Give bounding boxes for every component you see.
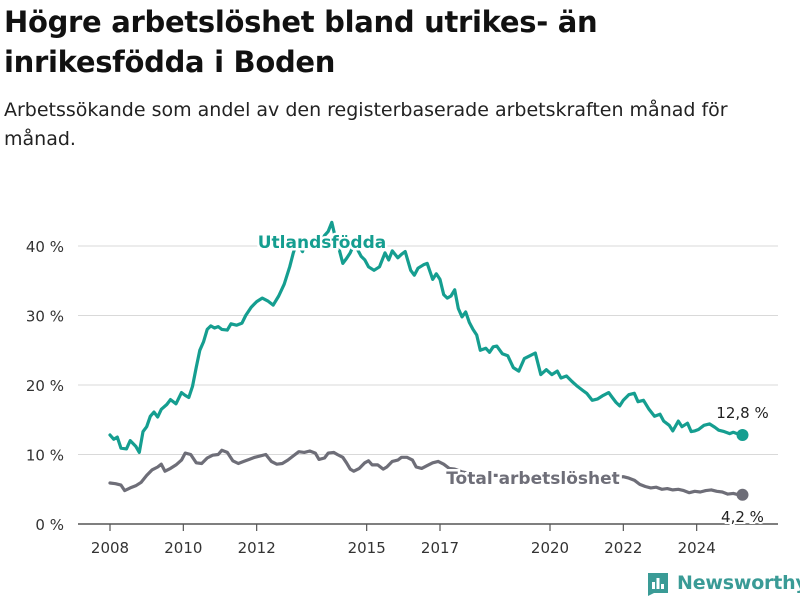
y-tick-label: 10 %	[26, 447, 64, 465]
x-tick-label: 2017	[421, 539, 459, 557]
newsworthy-logo-icon	[648, 573, 668, 596]
newsworthy-logo: Newsworthy	[645, 570, 800, 596]
utlandsfodda-end-point	[736, 429, 749, 442]
x-tick-label: 2020	[531, 539, 569, 557]
x-tick-label: 2015	[348, 539, 386, 557]
y-tick-label: 30 %	[26, 308, 64, 326]
x-tick-label: 2012	[238, 539, 276, 557]
total-line	[108, 448, 745, 497]
total-end-point	[736, 488, 749, 501]
y-tick-label: 40 %	[26, 238, 64, 256]
y-tick-label: 0 %	[35, 516, 64, 534]
x-tick-label: 2008	[91, 539, 129, 557]
x-tick-label: 2022	[604, 539, 642, 557]
newsworthy-logo-text: Newsworthy	[677, 572, 800, 594]
total-end-label: 4,2 %	[721, 508, 764, 526]
x-tick-label: 2024	[678, 539, 716, 557]
utlandsfodda-series-label: Utlandsfödda	[258, 233, 387, 253]
y-tick-label: 20 %	[26, 377, 64, 395]
x-tick-label: 2010	[164, 539, 202, 557]
chart-subtitle: Arbetssökande som andel av den registerb…	[4, 99, 728, 150]
chart-title: Högre arbetslöshet bland utrikes- än inr…	[4, 5, 598, 79]
utlandsfodda-end-label: 12,8 %	[716, 404, 768, 422]
utlandsfodda-line	[108, 220, 745, 454]
total-series-label: Total arbetslöshet	[446, 469, 620, 489]
